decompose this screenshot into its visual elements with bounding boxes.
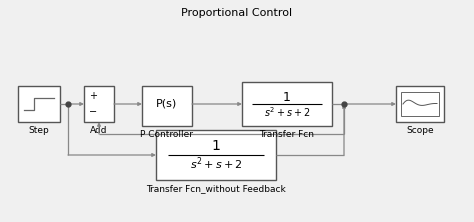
Bar [18, 86, 60, 122]
Text: +: + [89, 91, 97, 101]
Text: Add: Add [90, 126, 108, 135]
Text: Transfer Fcn: Transfer Fcn [259, 130, 315, 139]
Bar [396, 86, 444, 122]
Bar [242, 82, 332, 126]
Text: Step: Step [28, 126, 49, 135]
Bar [84, 86, 114, 122]
Text: −: − [89, 107, 97, 117]
Bar [401, 92, 439, 116]
Text: P Controller: P Controller [140, 130, 193, 139]
Text: 1: 1 [211, 139, 220, 153]
Text: 1: 1 [283, 91, 291, 105]
Bar [156, 130, 276, 180]
Text: $s^2+s+2$: $s^2+s+2$ [264, 105, 310, 119]
Text: P(s): P(s) [156, 99, 178, 109]
Text: $s^2+s+2$: $s^2+s+2$ [190, 156, 242, 172]
Text: Proportional Control: Proportional Control [182, 8, 292, 18]
Text: Transfer Fcn_without Feedback: Transfer Fcn_without Feedback [146, 184, 286, 193]
Bar [142, 86, 192, 126]
Text: Scope: Scope [406, 126, 434, 135]
